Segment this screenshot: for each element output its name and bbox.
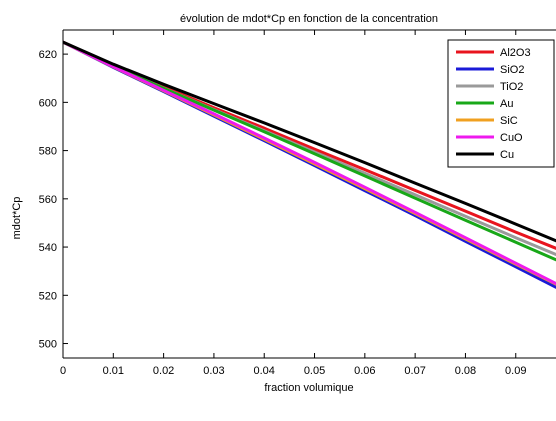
series-line-cuo bbox=[63, 40, 556, 285]
chart-title: évolution de mdot*Cp en fonction de la c… bbox=[180, 13, 438, 25]
series-line-cu bbox=[63, 40, 556, 243]
ticks-layer: 0 0.01 0.02 0.03 0.04 0.05 0.06 0.07 0.08 0.09 500… bbox=[39, 30, 526, 377]
x-tick-label: 0.01 bbox=[103, 365, 124, 377]
x-tick-label: 0.04 bbox=[254, 365, 275, 377]
x-tick-label: 0.06 bbox=[354, 365, 375, 377]
x-tick-label: 0.02 bbox=[153, 365, 174, 377]
x-axis-label: fraction volumique bbox=[264, 382, 353, 394]
y-tick-label: 520 bbox=[39, 290, 57, 302]
y-axis-label: mdot*Cp bbox=[11, 197, 23, 240]
y-tick-label: 560 bbox=[39, 194, 57, 206]
legend-label-al2o3: Al2O3 bbox=[500, 47, 531, 59]
legend-label-au: Au bbox=[500, 98, 513, 110]
x-tick-label: 0.09 bbox=[505, 365, 526, 377]
x-tick-label: 0.05 bbox=[304, 365, 325, 377]
legend-label-cuo: CuO bbox=[500, 132, 523, 144]
y-tick-label: 580 bbox=[39, 146, 57, 158]
legend: Al2O3 SiO2 TiO2 Au SiC CuO Cu bbox=[447, 39, 555, 168]
legend-label-sic: SiC bbox=[500, 115, 518, 127]
x-tick-label: 0.07 bbox=[404, 365, 425, 377]
legend-label-sio2: SiO2 bbox=[500, 64, 524, 76]
y-tick-label: 600 bbox=[39, 97, 57, 109]
x-tick-label: 0.08 bbox=[455, 365, 476, 377]
x-tick-label: 0 bbox=[60, 365, 66, 377]
x-tick-label: 0.03 bbox=[203, 365, 224, 377]
y-tick-label: 540 bbox=[39, 242, 57, 254]
y-tick-label: 620 bbox=[39, 49, 57, 61]
y-tick-label: 500 bbox=[39, 339, 57, 351]
legend-label-cu: Cu bbox=[500, 149, 514, 161]
legend-label-tio2: TiO2 bbox=[500, 81, 523, 93]
series-layer bbox=[63, 40, 556, 289]
